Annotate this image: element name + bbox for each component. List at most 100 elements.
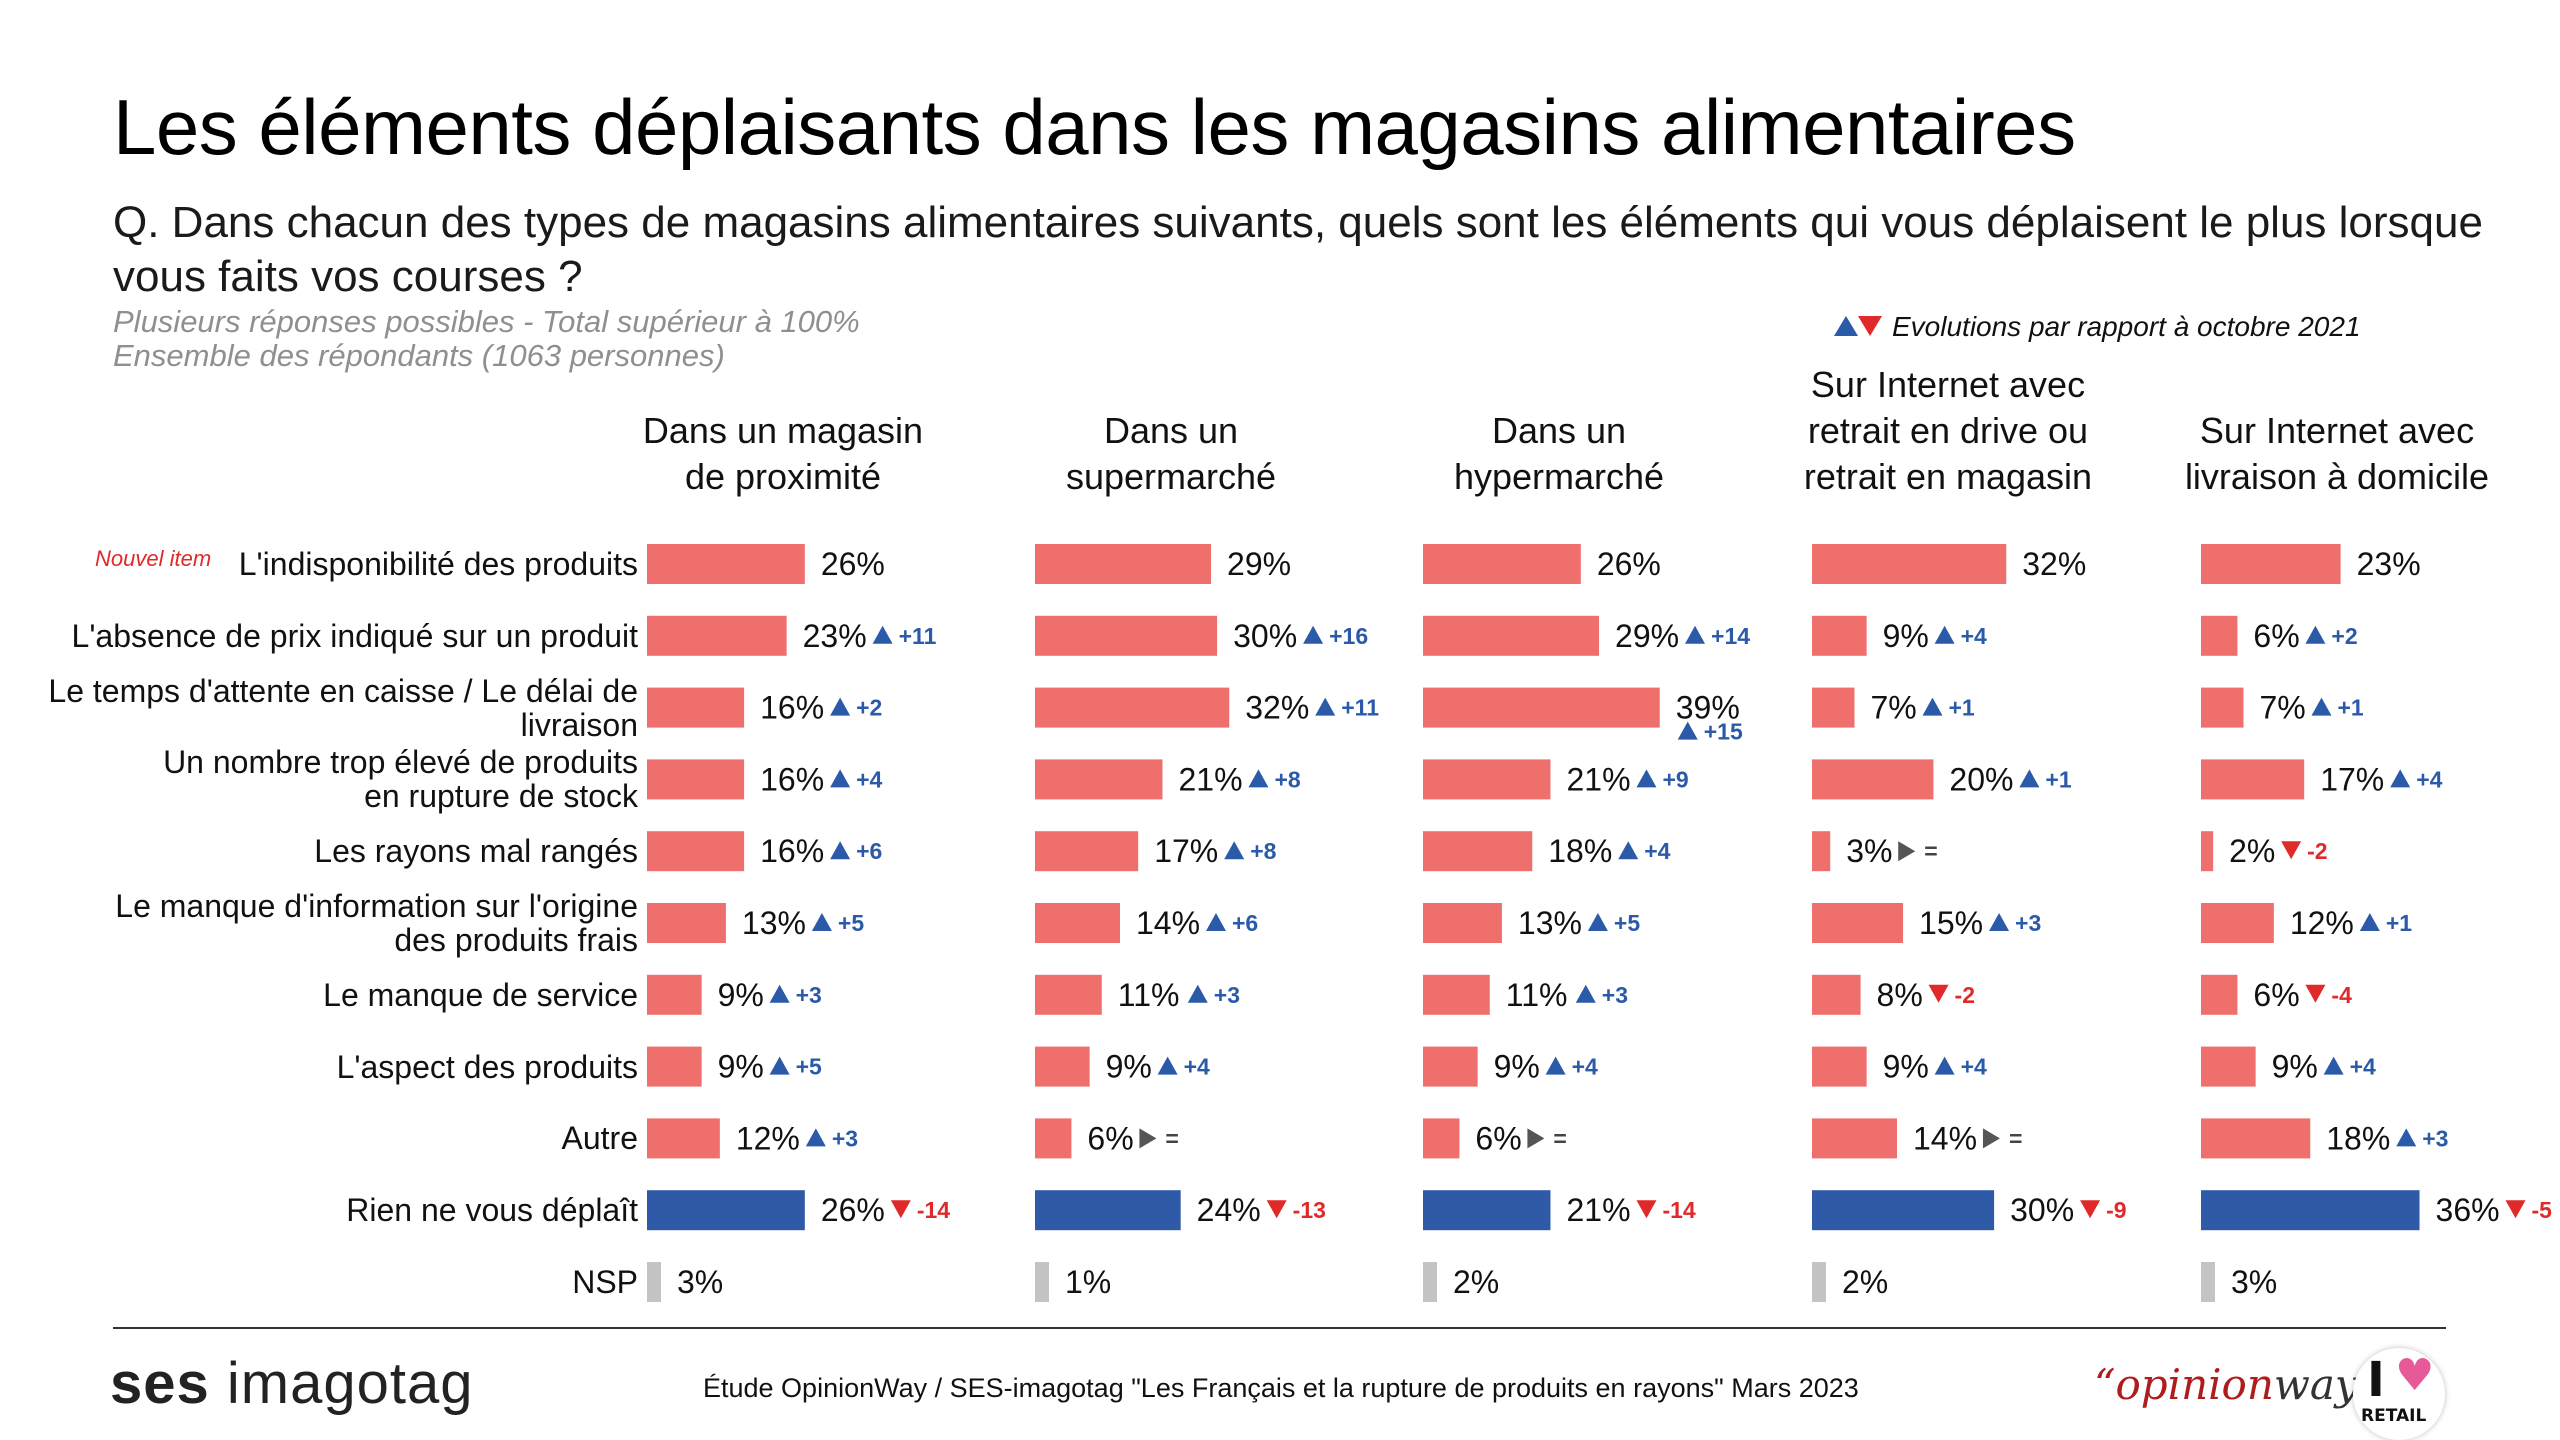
evolution-label: = <box>1165 1125 1178 1151</box>
bar <box>1812 974 1861 1015</box>
triangle-right-icon <box>1527 1128 1545 1149</box>
evolution-label: +3 <box>2015 910 2041 936</box>
value-label: 2% <box>1842 1264 1888 1300</box>
bar <box>1423 974 1490 1015</box>
value-label: 9% <box>1883 1049 1929 1085</box>
triangle-up-icon <box>1575 984 1596 1003</box>
row-label-line: Les rayons mal rangés <box>314 833 638 870</box>
bar <box>647 974 702 1015</box>
bar <box>1035 1118 1072 1159</box>
bar-nsp <box>1035 1262 1049 1302</box>
value-label: 7% <box>1870 690 1916 726</box>
evolution-label: = <box>1924 838 1937 864</box>
value-label: 6% <box>2253 618 2299 654</box>
bar-rien <box>1812 1190 1995 1231</box>
bar <box>647 759 745 800</box>
value-label: 3% <box>2231 1264 2277 1300</box>
bar <box>1423 1118 1460 1159</box>
evolution-label: +4 <box>856 766 882 792</box>
evolution-label: -2 <box>2307 838 2327 864</box>
value-label: 29% <box>1227 546 1291 582</box>
bar <box>1423 687 1660 728</box>
evolution-label: +3 <box>832 1125 858 1151</box>
evolution-label: -13 <box>1293 1197 1326 1223</box>
bar <box>2201 1118 2311 1159</box>
evolution-legend: Evolutions par rapport à octobre 2021 <box>1834 311 2361 343</box>
triangle-up-icon <box>2019 769 2040 788</box>
bar <box>647 903 726 943</box>
new-item-tag: Nouvel item <box>95 546 212 571</box>
value-label: 26% <box>821 1192 885 1228</box>
evolution-label: +4 <box>1644 838 1670 864</box>
page-title: Les éléments déplaisants dans les magasi… <box>113 83 2076 171</box>
bar <box>1812 1046 1867 1087</box>
evolution-label: +8 <box>1274 766 1300 792</box>
value-label: 13% <box>1518 905 1582 941</box>
value-label: 2% <box>2229 833 2275 869</box>
triangle-up-icon <box>805 1128 826 1147</box>
triangle-up-icon <box>2359 913 2380 931</box>
row-label: Autre <box>0 1121 638 1155</box>
triangle-right-icon <box>1898 841 1916 862</box>
value-label: 14% <box>1913 1120 1977 1156</box>
triangle-up-icon <box>1315 697 1336 716</box>
row-label-line: Le temps d'attente en caisse / Le délai … <box>48 672 638 709</box>
value-label: 2% <box>1453 1264 1499 1300</box>
bar-rien <box>2201 1190 2420 1231</box>
evolution-label: -2 <box>1955 982 1975 1008</box>
column-header-line: Dans un magasin <box>642 410 924 451</box>
value-label: 20% <box>1949 761 2013 797</box>
value-label: 36% <box>2436 1192 2500 1228</box>
bar-rien <box>647 1190 805 1231</box>
bar-chart: 26% 23% +11 16% +2 16% +4 16% +6 13% +5 9% +3 9% +5 12%… <box>647 544 2552 1302</box>
bar <box>2201 615 2238 656</box>
triangle-up-icon <box>1587 913 1608 931</box>
triangle-up-icon <box>872 625 893 644</box>
row-label: Le manque d'information sur l'origine des… <box>0 889 638 957</box>
value-label: 16% <box>760 833 824 869</box>
column-header: Dans un magasin de proximité <box>593 408 973 500</box>
bar <box>647 615 787 656</box>
column-header: Dans un supermarché <box>981 408 1361 500</box>
value-label: 7% <box>2259 690 2305 726</box>
note-multiple-answers: Plusieurs réponses possibles - Total sup… <box>113 304 860 339</box>
bar <box>2201 1046 2256 1087</box>
value-label: 18% <box>1548 833 1612 869</box>
row-label-line: Rien ne vous déplaît <box>346 1192 638 1229</box>
evolution-label: -14 <box>917 1197 950 1223</box>
bar-nsp <box>1812 1262 1826 1302</box>
evolution-label: +4 <box>1961 1054 1987 1080</box>
bar <box>1812 831 1831 872</box>
value-label: 15% <box>1919 905 1983 941</box>
evolution-label: -14 <box>1662 1197 1695 1223</box>
evolution-label: +15 <box>1704 719 1743 745</box>
evolution-label: +2 <box>2331 623 2357 649</box>
bar-nsp <box>2201 1262 2215 1302</box>
evolution-label: +3 <box>1602 982 1628 1008</box>
evolution-label: +14 <box>1711 623 1750 649</box>
evolution-label: +16 <box>1329 623 1368 649</box>
evolution-label: +11 <box>1341 695 1379 721</box>
evolution-label: +9 <box>1662 766 1688 792</box>
triangle-up-icon <box>1157 1056 1178 1075</box>
triangle-up-icon <box>1834 316 1858 336</box>
column-header-line: supermarché <box>1065 456 1277 497</box>
triangle-right-icon <box>1139 1128 1157 1149</box>
row-label-line: Le manque de service <box>323 976 638 1013</box>
value-label: 6% <box>1087 1120 1133 1156</box>
bar-rien <box>1035 1190 1181 1231</box>
row-label: Le temps d'attente en caisse / Le délai … <box>0 674 638 742</box>
bar <box>647 1046 702 1087</box>
column-header-line: hypermarché <box>1453 456 1665 497</box>
column-header: Dans un hypermarché <box>1369 408 1749 500</box>
bar-nsp <box>647 1262 661 1302</box>
value-label: 21% <box>1178 761 1242 797</box>
bar <box>2201 687 2244 728</box>
value-label: 6% <box>1475 1120 1521 1156</box>
ses-imagotag-logo: ses imagotag <box>110 1350 474 1417</box>
value-label: 11% <box>1118 977 1180 1013</box>
triangle-up-icon <box>2396 1128 2417 1147</box>
value-label: 32% <box>1245 690 1309 726</box>
column-header: Sur Internet avec retrait en drive ou retr… <box>1758 362 2138 500</box>
value-label: 23% <box>803 618 867 654</box>
